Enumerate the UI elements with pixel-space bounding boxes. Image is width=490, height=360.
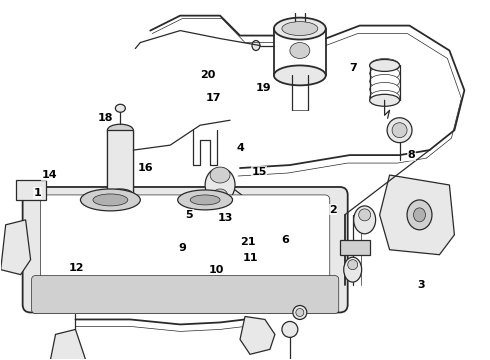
Ellipse shape (213, 189, 227, 201)
Text: 11: 11 (242, 253, 258, 263)
Text: 14: 14 (42, 170, 57, 180)
Ellipse shape (354, 206, 376, 234)
Ellipse shape (369, 82, 399, 96)
Text: 2: 2 (329, 205, 337, 215)
Text: 4: 4 (236, 143, 244, 153)
Text: 9: 9 (178, 243, 186, 253)
Ellipse shape (369, 67, 399, 80)
Polygon shape (107, 130, 133, 195)
Ellipse shape (369, 59, 399, 71)
Ellipse shape (296, 309, 304, 316)
Ellipse shape (190, 195, 220, 205)
Ellipse shape (369, 90, 399, 104)
Ellipse shape (282, 22, 318, 36)
Ellipse shape (387, 118, 412, 143)
Ellipse shape (80, 189, 140, 211)
Polygon shape (240, 316, 275, 354)
Ellipse shape (369, 58, 399, 72)
Polygon shape (50, 329, 85, 360)
Text: 10: 10 (208, 265, 224, 275)
Ellipse shape (369, 94, 399, 106)
Ellipse shape (115, 104, 125, 112)
Polygon shape (380, 175, 454, 255)
Text: 15: 15 (251, 167, 267, 177)
Ellipse shape (107, 189, 133, 201)
Ellipse shape (290, 42, 310, 58)
Text: 3: 3 (417, 280, 425, 289)
Text: 20: 20 (200, 71, 216, 80)
Ellipse shape (293, 306, 307, 319)
Ellipse shape (359, 209, 370, 221)
Text: 6: 6 (281, 235, 289, 245)
Ellipse shape (274, 66, 326, 85)
Text: 5: 5 (185, 210, 193, 220)
Ellipse shape (348, 260, 358, 270)
Ellipse shape (205, 167, 235, 202)
Text: 12: 12 (69, 263, 84, 273)
Ellipse shape (369, 75, 399, 88)
Ellipse shape (282, 321, 298, 337)
Ellipse shape (392, 123, 407, 138)
Polygon shape (340, 240, 369, 255)
Ellipse shape (93, 194, 128, 206)
Text: 19: 19 (256, 84, 272, 93)
Polygon shape (16, 180, 46, 200)
Ellipse shape (252, 41, 260, 50)
FancyBboxPatch shape (32, 276, 339, 314)
Ellipse shape (407, 200, 432, 230)
Text: 1: 1 (34, 188, 42, 198)
FancyBboxPatch shape (41, 195, 330, 294)
Polygon shape (0, 220, 30, 275)
Text: 8: 8 (408, 150, 416, 160)
Ellipse shape (414, 208, 425, 222)
Ellipse shape (274, 18, 326, 40)
Text: 21: 21 (240, 237, 256, 247)
Text: 7: 7 (349, 63, 357, 73)
Ellipse shape (343, 257, 362, 282)
Ellipse shape (107, 124, 133, 136)
Text: 17: 17 (205, 93, 221, 103)
FancyBboxPatch shape (23, 187, 348, 312)
Text: 18: 18 (98, 113, 113, 123)
Ellipse shape (178, 190, 233, 210)
Text: 13: 13 (218, 213, 233, 223)
Ellipse shape (210, 167, 230, 183)
Text: 16: 16 (138, 163, 153, 173)
